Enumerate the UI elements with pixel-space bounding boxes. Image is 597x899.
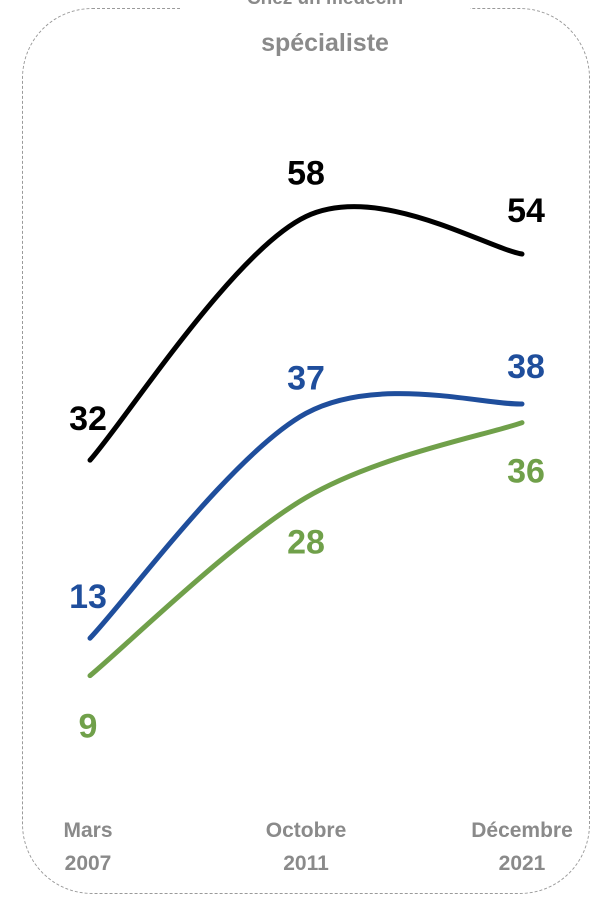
chart-title-line2: spécialiste: [261, 29, 389, 57]
x-tick-label-1-line2: 2007: [65, 852, 112, 875]
data-label-s3-p3: 36: [507, 453, 545, 491]
chart-title: Chez un médecin spécialiste: [180, 0, 470, 60]
data-label-s3-p2: 28: [287, 524, 325, 562]
data-label-s2-p3: 38: [507, 348, 545, 386]
x-tick-label-1-line1: Mars: [63, 819, 112, 842]
data-label-s1-p3: 54: [507, 192, 545, 230]
series-line-3: [87, 420, 525, 679]
x-tick-label-3-line1: Décembre: [471, 819, 573, 842]
series-line-1: [87, 204, 525, 463]
data-label-s3-p1: 9: [79, 708, 98, 746]
x-tick-label-2-line1: Octobre: [266, 819, 347, 842]
chart-title-line1: Chez un médecin: [180, 0, 470, 10]
data-label-s2-p1: 13: [69, 578, 107, 616]
data-label-s1-p2: 58: [287, 155, 325, 193]
series-lines: [87, 204, 525, 679]
x-tick-label-2-line2: 2011: [283, 852, 329, 875]
x-axis-ticks: Mars 2007 Octobre 2011 Décembre 2021: [63, 819, 572, 875]
x-tick-label-3-line2: 2021: [499, 852, 546, 875]
data-label-s1-p1: 32: [69, 400, 107, 438]
data-labels: 32 58 54 13 37 38 9 28 36: [69, 155, 545, 746]
data-label-s2-p2: 37: [287, 359, 325, 397]
series-line-2: [87, 391, 525, 641]
